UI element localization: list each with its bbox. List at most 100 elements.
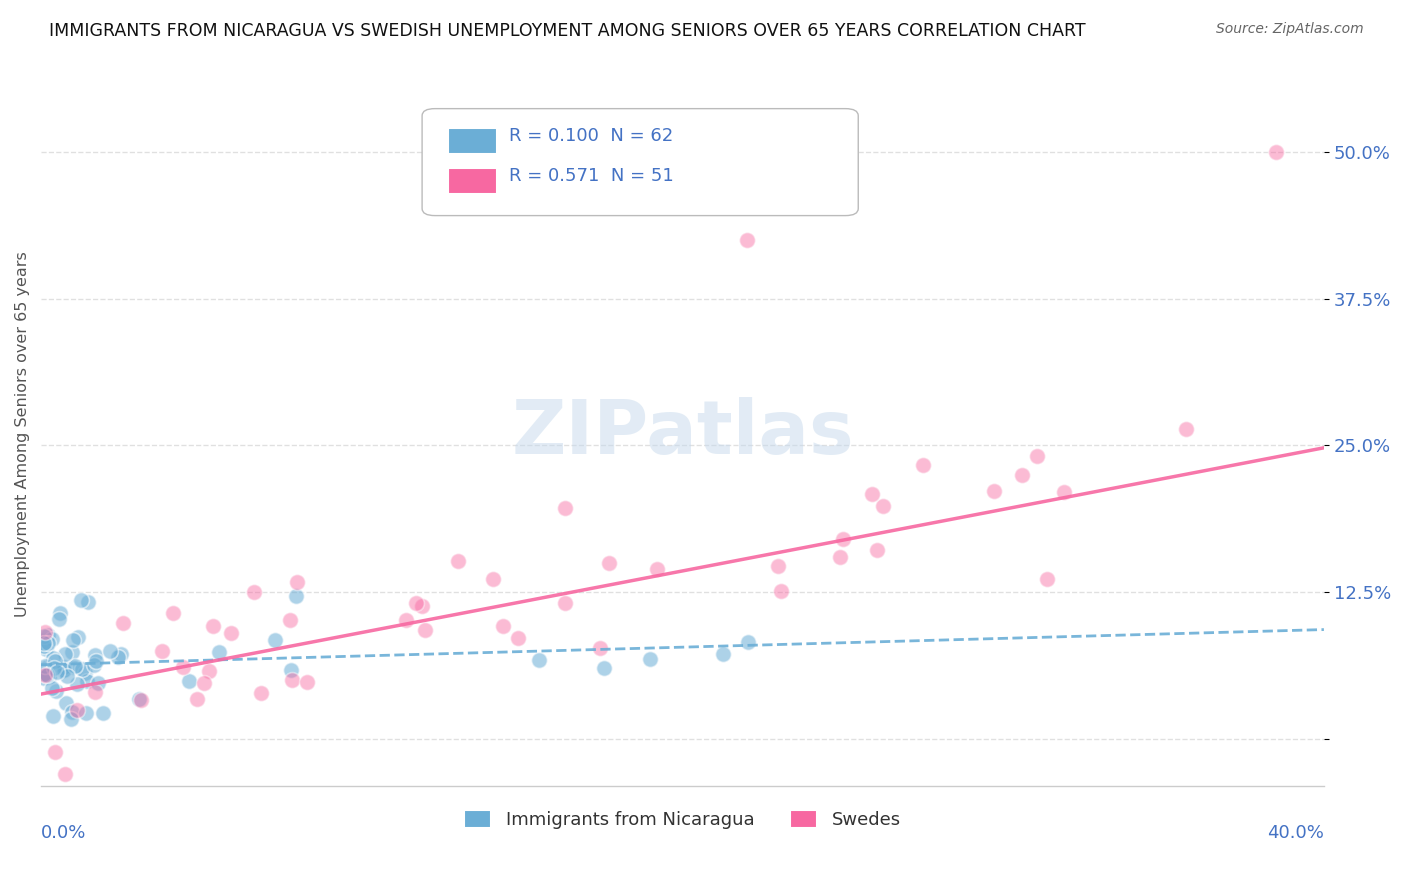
Point <box>737 634 759 648</box>
Point <box>645 562 668 576</box>
FancyBboxPatch shape <box>447 168 496 194</box>
Point <box>506 631 529 645</box>
Point <box>75 665 97 680</box>
Point <box>86 675 108 690</box>
Point <box>112 615 135 630</box>
Point <box>554 596 576 610</box>
Point <box>860 487 883 501</box>
Point <box>93 706 115 721</box>
Point <box>107 650 129 665</box>
Point <box>34 636 56 650</box>
Point <box>263 633 285 648</box>
Point <box>766 559 789 574</box>
Y-axis label: Unemployment Among Seniors over 65 years: Unemployment Among Seniors over 65 years <box>15 251 30 616</box>
Point <box>208 645 231 659</box>
Point <box>34 629 56 643</box>
Point <box>280 663 302 677</box>
Point <box>150 643 173 657</box>
Text: ZIPatlas: ZIPatlas <box>512 397 853 470</box>
Point <box>129 692 152 706</box>
Point <box>83 648 105 662</box>
Point <box>42 661 65 675</box>
Point <box>55 696 77 710</box>
Point <box>66 677 89 691</box>
Point <box>593 661 616 675</box>
Legend: Immigrants from Nicaragua, Swedes: Immigrants from Nicaragua, Swedes <box>457 803 908 837</box>
Point <box>52 663 75 677</box>
Point <box>70 593 93 607</box>
Point <box>34 624 56 639</box>
Point <box>250 686 273 700</box>
Point <box>49 606 72 620</box>
Point <box>219 626 242 640</box>
Point <box>110 648 132 662</box>
Point <box>492 619 515 633</box>
Point <box>38 670 60 684</box>
Point <box>44 654 66 668</box>
Point <box>53 663 76 677</box>
Text: IMMIGRANTS FROM NICARAGUA VS SWEDISH UNEMPLOYMENT AMONG SENIORS OVER 65 YEARS CO: IMMIGRANTS FROM NICARAGUA VS SWEDISH UNE… <box>49 22 1085 40</box>
Point <box>59 712 82 726</box>
Point <box>41 651 63 665</box>
Point <box>60 705 83 719</box>
Point <box>711 647 734 661</box>
Point <box>35 668 58 682</box>
Point <box>34 667 56 681</box>
Point <box>37 636 59 650</box>
Point <box>60 645 83 659</box>
Point <box>280 613 302 627</box>
Text: 0.0%: 0.0% <box>41 824 87 842</box>
FancyBboxPatch shape <box>447 128 496 154</box>
Point <box>44 745 66 759</box>
Point <box>34 659 56 673</box>
Point <box>527 653 550 667</box>
Point <box>832 532 855 546</box>
Point <box>35 641 58 656</box>
Point <box>55 669 77 683</box>
Point <box>70 662 93 676</box>
Point <box>1053 484 1076 499</box>
Point <box>75 706 97 720</box>
Point <box>53 660 76 674</box>
Point <box>77 595 100 609</box>
Point <box>1026 449 1049 463</box>
Point <box>53 767 76 781</box>
Point <box>193 675 215 690</box>
Point <box>411 599 433 614</box>
Point <box>482 572 505 586</box>
Point <box>1036 572 1059 586</box>
Point <box>42 709 65 723</box>
Point <box>598 556 620 570</box>
Point <box>41 632 63 646</box>
Point <box>912 458 935 473</box>
Point <box>84 654 107 668</box>
Point <box>177 673 200 688</box>
Point <box>446 554 468 568</box>
Point <box>34 634 56 648</box>
Point <box>201 619 224 633</box>
Point <box>98 644 121 658</box>
Point <box>63 658 86 673</box>
Point <box>67 630 90 644</box>
Point <box>186 692 208 706</box>
Point <box>297 675 319 690</box>
Point <box>735 233 758 247</box>
Point <box>395 613 418 627</box>
Point <box>769 583 792 598</box>
Point <box>405 596 427 610</box>
Point <box>128 691 150 706</box>
Point <box>281 673 304 687</box>
Point <box>83 657 105 672</box>
Point <box>46 665 69 679</box>
Point <box>828 550 851 565</box>
Point <box>172 659 194 673</box>
Point <box>41 681 63 696</box>
Point <box>1011 467 1033 482</box>
Point <box>872 499 894 513</box>
Point <box>243 585 266 599</box>
Point <box>554 500 576 515</box>
Point <box>285 574 308 589</box>
Point <box>865 543 887 558</box>
Point <box>37 628 59 642</box>
Point <box>76 674 98 689</box>
